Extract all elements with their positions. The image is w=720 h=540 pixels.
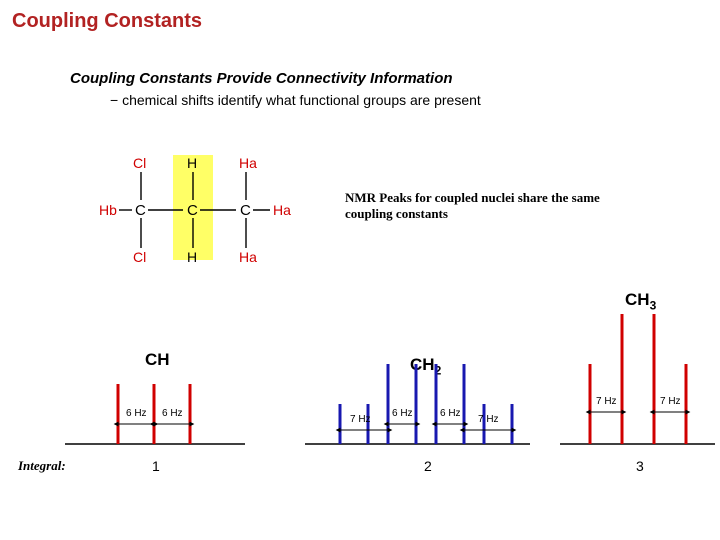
- svg-text:7 Hz: 7 Hz: [596, 396, 617, 407]
- integral-label: Integral:: [18, 458, 66, 474]
- svg-text:7 Hz: 7 Hz: [660, 396, 681, 407]
- integral-ch: 1: [152, 458, 160, 474]
- integral-ch3: 3: [636, 458, 644, 474]
- svg-text:6 Hz: 6 Hz: [126, 408, 147, 419]
- svg-text:6 Hz: 6 Hz: [392, 408, 413, 419]
- svg-text:7 Hz: 7 Hz: [350, 414, 371, 425]
- svg-text:6 Hz: 6 Hz: [440, 408, 461, 419]
- svg-text:6 Hz: 6 Hz: [162, 408, 183, 419]
- nmr-spectrum: 6 Hz 6 Hz 7 Hz 6 Hz 6 Hz 7 Hz 7 Hz 7 Hz: [0, 0, 720, 470]
- integral-ch2: 2: [424, 458, 432, 474]
- svg-text:7 Hz: 7 Hz: [478, 414, 499, 425]
